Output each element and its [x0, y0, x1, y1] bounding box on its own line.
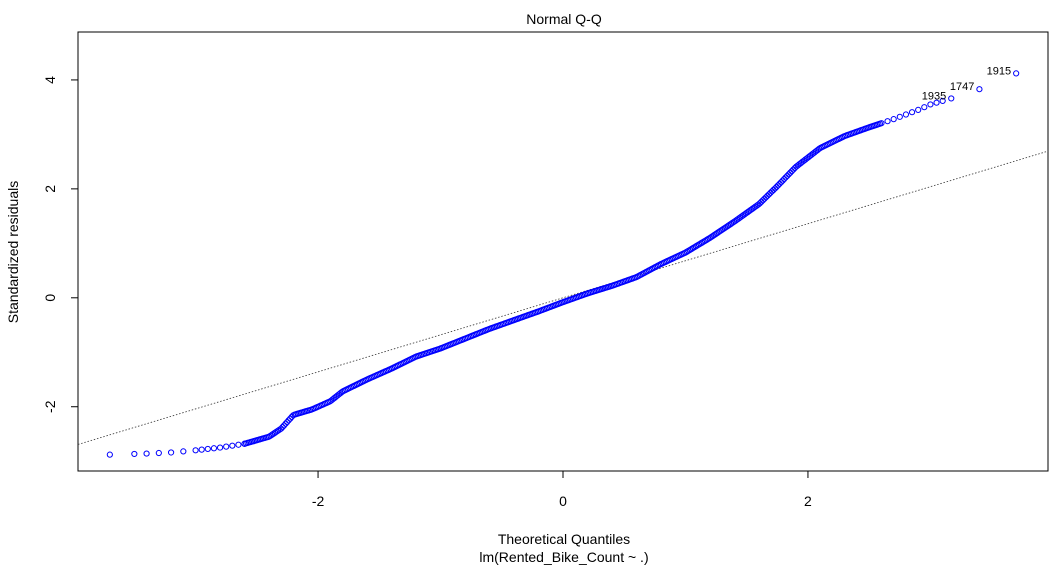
data-points	[106, 70, 1020, 458]
x-tick-label: -2	[312, 493, 325, 509]
qq-point	[939, 97, 946, 105]
qq-point	[131, 450, 138, 458]
qq-point	[167, 449, 175, 456]
y-tick-label: 4	[42, 76, 58, 84]
qq-point	[282, 420, 289, 427]
qq-point	[229, 442, 236, 449]
qq-point	[210, 445, 218, 452]
qq-point	[908, 109, 916, 116]
point-label: 1747	[950, 81, 974, 93]
qq-point	[284, 418, 291, 426]
x-tick-label: 0	[559, 493, 567, 509]
qq-point	[216, 444, 224, 451]
qq-point	[155, 449, 162, 457]
qq-point	[902, 111, 910, 118]
qq-point	[280, 422, 288, 429]
point-label: 1935	[922, 90, 946, 102]
outlier-labels: 1915 1747 1935	[922, 65, 1011, 102]
qq-point	[1013, 70, 1020, 77]
qq-point	[933, 99, 940, 106]
qq-point	[948, 95, 955, 102]
y-tick-label: 0	[42, 294, 58, 302]
y-axis-label: Standardized residuals	[5, 181, 21, 323]
qq-point	[235, 441, 242, 448]
qq-point	[915, 106, 922, 113]
qq-point	[976, 86, 983, 93]
y-tick-label: 2	[42, 185, 58, 193]
x-axis-label: Theoretical Quantiles	[498, 531, 630, 547]
qq-point	[180, 448, 187, 455]
y-axis: -2 0 2 4	[42, 76, 79, 413]
y-tick-label: -2	[42, 400, 58, 413]
chart-title: Normal Q-Q	[526, 11, 602, 27]
qq-point	[896, 113, 903, 120]
qq-point	[279, 424, 286, 431]
qq-point	[287, 415, 294, 422]
x-tick-label: 2	[804, 493, 812, 509]
qq-point	[143, 450, 150, 457]
qq-point	[878, 120, 885, 127]
reference-line-layer	[77, 150, 1049, 445]
qq-point	[106, 451, 113, 458]
qq-point	[204, 445, 211, 453]
qq-point	[927, 101, 934, 108]
plot-frame	[77, 31, 1049, 472]
qq-point	[285, 417, 292, 424]
reference-line	[77, 150, 1049, 445]
qq-point	[198, 446, 205, 453]
point-label: 1915	[987, 65, 1011, 77]
qq-point	[884, 118, 891, 125]
qq-point	[223, 443, 230, 450]
qq-point	[921, 104, 928, 111]
qq-point	[192, 447, 199, 454]
qq-point	[277, 425, 285, 432]
qq-point	[890, 116, 897, 123]
x-axis: -2 0 2	[312, 470, 812, 509]
qq-point	[816, 145, 823, 152]
x-axis-subtitle: lm(Rented_Bike_Count ~ .)	[479, 549, 648, 565]
